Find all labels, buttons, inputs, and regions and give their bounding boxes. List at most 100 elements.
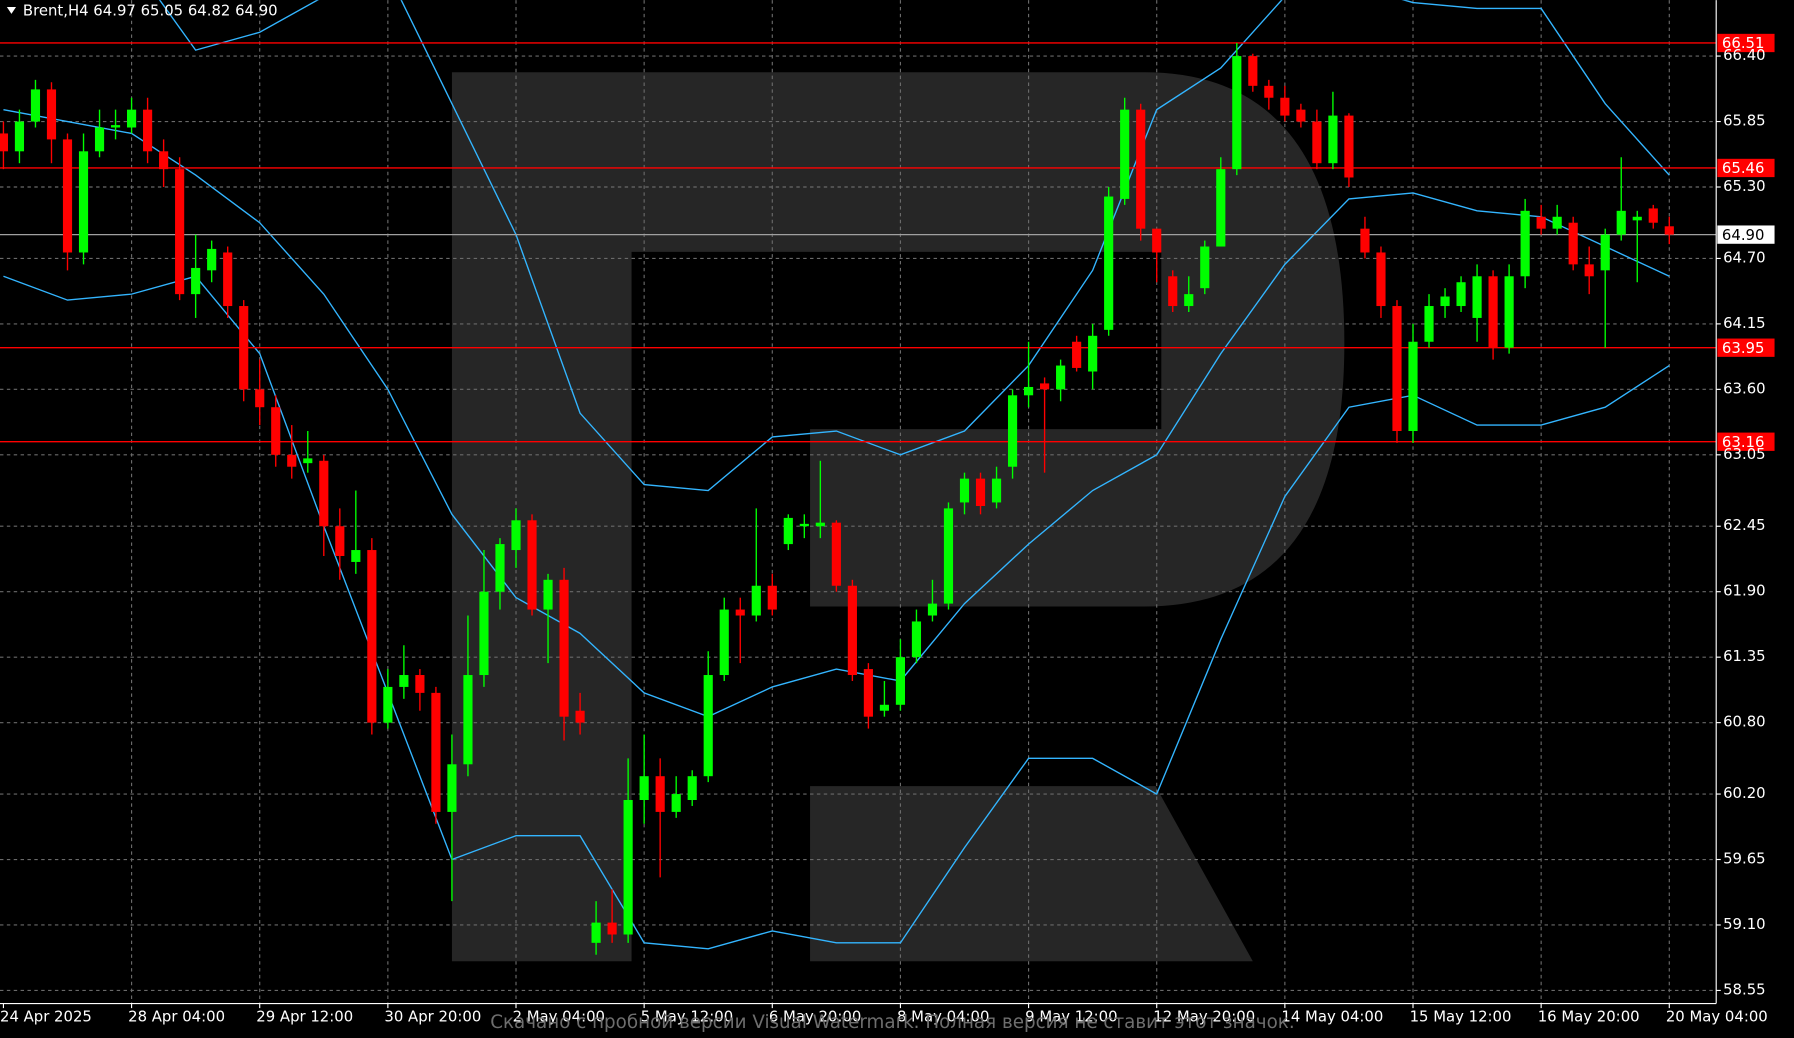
candle-body	[1264, 85, 1274, 98]
watermark-text: Скачано с пробной версии Visual Watermar…	[490, 1012, 1294, 1033]
candle-body	[1296, 109, 1306, 122]
y-tick-label: 58.55	[1723, 980, 1766, 998]
candle-body	[1616, 210, 1626, 235]
candle-body	[1456, 282, 1466, 307]
candle-body	[847, 585, 857, 676]
candle-body	[1488, 276, 1498, 348]
candle-body	[943, 508, 954, 604]
current-price-label: 64.90	[1722, 226, 1765, 244]
candle-body	[175, 169, 185, 295]
candle-body	[527, 520, 537, 610]
level-box	[1717, 158, 1775, 178]
candle-body	[511, 520, 521, 551]
candle-body	[1136, 109, 1146, 229]
candle-body	[110, 125, 121, 128]
candle-body	[0, 133, 9, 152]
level-label: 66.51	[1722, 34, 1765, 52]
candle-body	[303, 458, 313, 464]
levels: 66.51 65.46 63.95 63.16 64.90	[0, 33, 1775, 451]
candle-body	[1023, 386, 1034, 396]
x-tick-label: 5 May 12:00	[641, 1007, 733, 1025]
y-tick-label: 64.15	[1723, 314, 1766, 332]
y-tick-label: 66.40	[1723, 46, 1766, 64]
y-tick-label: 60.80	[1723, 713, 1766, 731]
chart-title: Brent,H4 64.97 65.05 64.82 64.90	[23, 2, 278, 20]
candle-body	[463, 675, 473, 765]
candle-body	[1536, 216, 1546, 229]
y-tick-label: 63.60	[1723, 379, 1766, 397]
x-tick-label: 2 May 04:00	[513, 1007, 605, 1025]
candle-body	[1392, 306, 1402, 432]
candle-body	[559, 579, 569, 717]
candle-body	[815, 522, 825, 527]
candle-body	[975, 478, 986, 507]
y-tick-label: 62.45	[1723, 516, 1766, 534]
candle-body	[1120, 109, 1130, 199]
candle-body	[671, 794, 681, 812]
candle-body	[1424, 306, 1434, 342]
candle-body	[207, 248, 217, 271]
candle-body	[30, 89, 41, 122]
candle-body	[591, 922, 601, 943]
candle-body	[383, 686, 393, 723]
candle-body	[1472, 276, 1482, 318]
candle-body	[655, 776, 665, 812]
candle-body	[1664, 226, 1674, 235]
candle-body	[14, 121, 25, 152]
candle-body	[1040, 383, 1050, 390]
candle-body	[1007, 395, 1018, 467]
candle-body	[271, 407, 281, 455]
candle-body	[767, 585, 777, 610]
candle-body	[1584, 264, 1594, 277]
x-tick-label: 28 Apr 04:00	[128, 1007, 225, 1025]
candle-body	[927, 603, 938, 616]
y-tick-label: 61.90	[1723, 582, 1766, 600]
candle-body	[863, 669, 873, 717]
candle-body	[62, 139, 73, 253]
candle-body	[447, 764, 457, 812]
candle-body	[1232, 56, 1242, 170]
candle-body	[735, 609, 745, 616]
candle-body	[351, 550, 361, 562]
candle-body	[1168, 276, 1178, 307]
candle-body	[687, 776, 697, 801]
candle-body	[1504, 276, 1514, 348]
level-label: 63.16	[1722, 433, 1765, 451]
candle-body	[319, 460, 329, 527]
level-box	[1717, 33, 1775, 53]
candle-body	[1568, 222, 1578, 265]
y-tick-label: 65.85	[1723, 112, 1766, 130]
candle-body	[1104, 196, 1114, 330]
candle-body	[639, 776, 649, 801]
candle-body	[78, 151, 89, 253]
x-tick-label: 30 Apr 20:00	[384, 1007, 481, 1025]
candle-body	[223, 252, 233, 307]
candle-body	[1632, 216, 1642, 221]
candle-body	[751, 585, 761, 616]
candle-body	[94, 127, 105, 152]
current-price-box	[1717, 225, 1775, 244]
candle-body	[1088, 335, 1098, 372]
x-tick-label: 16 May 20:00	[1538, 1007, 1640, 1025]
title-arrow	[6, 7, 17, 14]
x-tick-label: 14 May 04:00	[1281, 1007, 1383, 1025]
y-tick-label: 59.65	[1723, 850, 1766, 868]
candle-body	[1248, 56, 1258, 86]
x-tick-label: 12 May 20:00	[1153, 1007, 1255, 1025]
x-tick-label: 24 Apr 2025	[0, 1007, 92, 1025]
level-box	[1717, 432, 1775, 451]
candle-body	[543, 579, 553, 610]
candle-body	[1280, 97, 1290, 116]
axes: 66.40 65.85 65.30 64.70 64.15 63.60 63.05 62.45…	[0, 0, 1768, 1025]
candle-body	[719, 609, 729, 676]
band-upper	[158, 0, 1670, 492]
candle-body	[1648, 208, 1658, 223]
candle-body	[255, 389, 265, 408]
band-middle	[3, 108, 1670, 718]
candle-body	[1408, 341, 1418, 432]
logo-watermark	[451, 72, 1345, 962]
y-tick-label: 64.70	[1723, 248, 1766, 266]
candle-body	[1440, 296, 1450, 307]
level-box	[1717, 338, 1775, 357]
